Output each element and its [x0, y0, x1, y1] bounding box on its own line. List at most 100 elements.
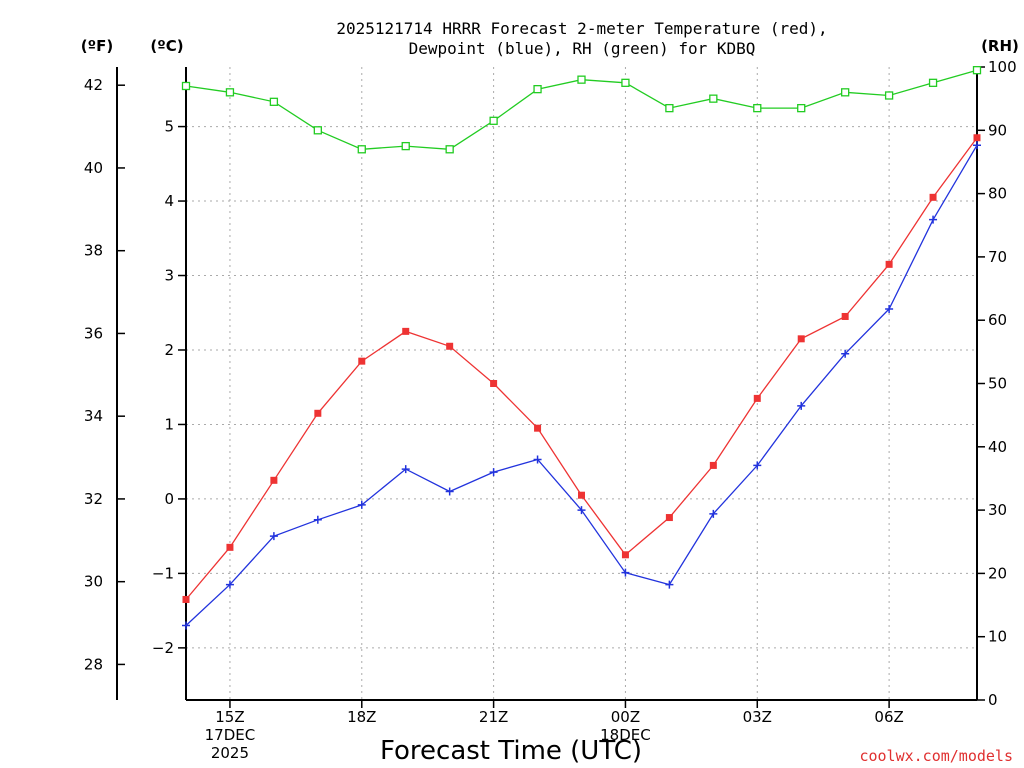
rh-point — [621, 78, 630, 87]
dewpoint-point — [313, 515, 322, 524]
rh-tick-label: 40 — [988, 438, 1007, 456]
rh-tick-label: 0 — [988, 691, 998, 709]
temperature-point — [973, 134, 981, 142]
fahrenheit-tick-label: 30 — [84, 573, 103, 591]
rh-tick-label: 50 — [988, 375, 1007, 393]
rh-point — [489, 116, 498, 125]
dewpoint-point — [929, 215, 938, 224]
dewpoint-line — [185, 144, 978, 626]
fahrenheit-tick-label: 42 — [84, 76, 103, 94]
chart-title-line2: Dewpoint (blue), RH (green) for KDBQ — [409, 39, 756, 58]
celsius-tick-label: 1 — [164, 415, 174, 433]
rh-unit-label: (RH) — [981, 37, 1019, 55]
dewpoint-point — [489, 468, 498, 477]
dewpoint-point — [885, 305, 894, 314]
temperature-point — [226, 543, 234, 551]
rh-tick-label: 80 — [988, 185, 1007, 203]
rh-point — [884, 91, 894, 100]
temperature-point — [446, 342, 454, 350]
dewpoint-point — [445, 487, 454, 496]
data-series — [181, 66, 982, 630]
temperature-point — [709, 461, 717, 469]
celsius-unit-label: (ºC) — [150, 37, 183, 55]
x-tick-label: 15Z — [215, 708, 244, 726]
rh-tick-label: 10 — [988, 628, 1007, 646]
temperature-point — [182, 595, 190, 603]
rh-point — [665, 103, 674, 113]
celsius-tick-label: 2 — [164, 341, 174, 359]
x-tick-label: 03Z — [743, 708, 772, 726]
celsius-tick-label: 5 — [164, 118, 174, 136]
dewpoint-point — [797, 401, 806, 410]
rh-point — [313, 126, 322, 135]
temperature-point — [929, 193, 937, 201]
grid-lines — [186, 67, 977, 700]
chart-title-line1: 2025121714 HRRR Forecast 2-meter Tempera… — [336, 19, 827, 38]
x-tick-label: 2025 — [211, 744, 249, 762]
rh-point — [928, 78, 938, 87]
rh-point — [269, 97, 279, 106]
credit-text: coolwx.com/models — [859, 747, 1013, 765]
temperature-point — [402, 327, 410, 335]
rh-tick-label: 60 — [988, 311, 1007, 329]
rh-tick-label: 20 — [988, 564, 1007, 582]
celsius-tick-label: 3 — [164, 267, 174, 285]
fahrenheit-tick-label: 34 — [84, 407, 103, 425]
dewpoint-point — [577, 506, 586, 515]
temperature-point — [358, 357, 366, 365]
celsius-tick-label: 0 — [164, 490, 174, 508]
rh-tick-label: 30 — [988, 501, 1007, 519]
temperature-point — [841, 312, 849, 320]
x-tick-label: 21Z — [479, 708, 508, 726]
dewpoint-point — [665, 580, 674, 589]
x-tick-label: 17DEC — [205, 726, 256, 744]
rh-point — [181, 81, 191, 91]
rh-point — [533, 85, 542, 94]
temperature-point — [753, 394, 761, 402]
dewpoint-point — [269, 532, 278, 541]
temperature-point — [490, 380, 498, 387]
dewpoint-point — [182, 621, 190, 630]
dewpoint-point — [533, 455, 542, 464]
x-tick-label: 06Z — [874, 708, 903, 726]
rh-point — [357, 145, 366, 154]
temperature-point — [665, 514, 673, 522]
dewpoint-point — [753, 461, 762, 470]
celsius-tick-label: 4 — [164, 192, 174, 210]
rh-point — [577, 75, 586, 84]
dewpoint-point — [973, 141, 981, 150]
dewpoint-point — [357, 500, 366, 509]
dewpoint-point — [621, 568, 630, 577]
dewpoint-point — [709, 509, 718, 518]
fahrenheit-tick-label: 28 — [84, 655, 103, 673]
rh-tick-label: 70 — [988, 248, 1007, 266]
temperature-point — [885, 260, 893, 268]
rh-point — [225, 88, 235, 97]
fahrenheit-tick-label: 36 — [84, 324, 103, 342]
rh-point — [972, 66, 982, 75]
rh-point — [445, 145, 454, 154]
dewpoint-point — [841, 349, 850, 358]
rh-tick-label: 90 — [988, 121, 1007, 139]
rh-point — [797, 103, 806, 113]
temperature-point — [534, 424, 542, 432]
celsius-tick-label: −1 — [152, 564, 174, 582]
fahrenheit-tick-label: 32 — [84, 490, 103, 508]
axes — [116, 66, 985, 708]
x-axis-label: Forecast Time (UTC) — [380, 736, 642, 766]
rh-point — [841, 88, 850, 97]
rh-point — [401, 141, 410, 151]
temperature-point — [314, 409, 322, 417]
x-tick-label: 18Z — [347, 708, 376, 726]
fahrenheit-tick-label: 40 — [84, 159, 103, 177]
dewpoint-point — [225, 580, 234, 589]
rh-tick-label: 100 — [988, 58, 1017, 76]
temperature-point — [797, 335, 805, 343]
fahrenheit-unit-label: (ºF) — [81, 37, 113, 55]
temperature-point — [621, 551, 629, 559]
rh-point — [709, 94, 718, 103]
rh-point — [753, 103, 762, 113]
fahrenheit-tick-label: 38 — [84, 242, 103, 260]
